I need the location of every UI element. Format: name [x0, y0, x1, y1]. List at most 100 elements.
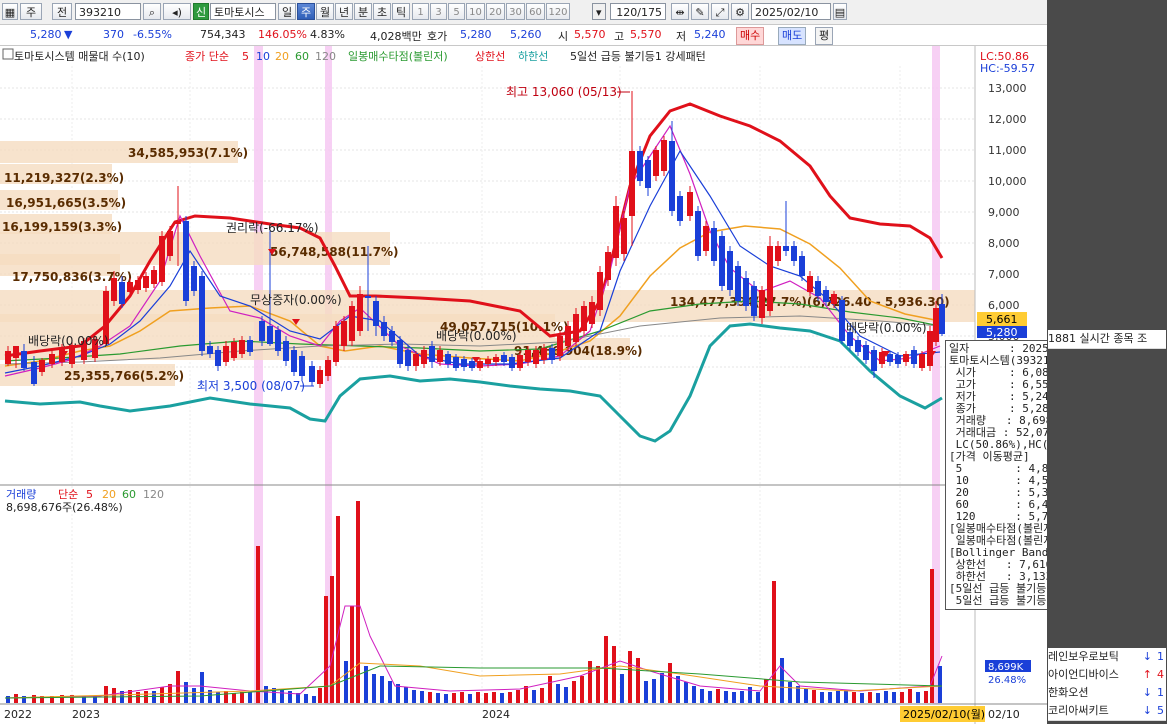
count-dropdown[interactable]: ▾	[592, 3, 606, 20]
high-price: 5,570	[630, 28, 662, 41]
realtime-stock-name: 레인보우로보틱	[1048, 650, 1119, 663]
volume-ma-120: 120	[143, 488, 164, 501]
low-label: 저	[676, 30, 687, 43]
quote-bar: 5,280 ▼ 370 -6.55% 754,343 146.05% 4.83%…	[0, 25, 1047, 46]
lc-label: LC:50.86	[980, 50, 1029, 63]
legend-title: 토마토시스템 매물대 수(10)	[14, 50, 145, 63]
annotation-low: 최저 3,500 (08/07)	[197, 379, 305, 393]
change-value: 370	[103, 28, 124, 41]
realtime-stock-count: 1	[1157, 686, 1164, 699]
arrow-down-icon: ↓	[1142, 704, 1152, 717]
current-price: 5,280	[30, 28, 62, 41]
realtime-stock-item[interactable]: 레인보우로보틱 ↓ 1	[1048, 648, 1166, 667]
volume-profile-label: 134,477,394(27.7%)(6,726.40 - 5,936.30)	[670, 295, 950, 309]
gear-icon[interactable]: ⚙	[731, 3, 749, 20]
realtime-stock-name: 코리아써키트	[1048, 704, 1109, 717]
buy-button[interactable]: 매수	[736, 27, 765, 45]
scroll-icon[interactable]: ⇹	[671, 3, 689, 20]
realtime-stock-item[interactable]: 코리아써키트 ↓ 5	[1048, 702, 1166, 721]
annotation-dividend-2: 배당락(0.00%)	[436, 329, 517, 343]
change-arrow: ▼	[64, 28, 73, 41]
code-input[interactable]: 393210	[75, 3, 141, 20]
legend-lower: 하한선	[518, 49, 548, 63]
x-label-2022: 2022	[4, 708, 32, 721]
high-label: 고	[614, 30, 625, 43]
period-button-5[interactable]: 초	[373, 3, 391, 20]
price-axis-label: 12,000	[988, 113, 1027, 126]
realtime-stock-name: 1881 실시간 종목 조	[1048, 332, 1148, 345]
realtime-stock-name: 아이언디바이스	[1048, 668, 1119, 681]
sell-button[interactable]: 매도	[778, 27, 807, 45]
legend-ma-label: 종가 단순	[185, 50, 229, 63]
period-button-1[interactable]: 주	[297, 3, 315, 20]
period-button-4[interactable]: 분	[354, 3, 372, 20]
realtime-stock-item[interactable]: 한화오션 ↓ 1	[1048, 684, 1166, 703]
chart-svg[interactable]: 13,000 12,000 11,000 10,000 9,000 8,000 7,000 6…	[0, 46, 1047, 724]
price-axis-label: 10,000	[988, 175, 1027, 188]
period-button-3[interactable]: 년	[335, 3, 353, 20]
period-button-0[interactable]: 일	[278, 3, 296, 20]
interval-button-20[interactable]: 20	[486, 3, 505, 20]
interval-button-120[interactable]: 120	[546, 3, 570, 20]
stock-name-field[interactable]: 토마토시스	[210, 3, 276, 20]
turnover-percent: 4.83%	[310, 28, 345, 41]
market-button[interactable]: 주	[20, 3, 42, 20]
annotation-dividend-3: 배당락(0.00%)	[846, 321, 927, 335]
calendar-icon[interactable]: ▤	[833, 3, 847, 20]
search-icon[interactable]: ⌕	[143, 3, 161, 20]
count-input[interactable]: 120/175	[610, 3, 666, 20]
realtime-stock-item[interactable]: 아이언디바이스 ↑ 4	[1048, 666, 1166, 685]
volume-ratio: 146.05%	[258, 28, 307, 41]
price-axis-label: 6,000	[988, 299, 1020, 312]
interval-button-30[interactable]: 30	[506, 3, 525, 20]
type-button[interactable]: 전	[52, 3, 72, 20]
draw-icon[interactable]: ✎	[691, 3, 709, 20]
period-button-6[interactable]: 틱	[392, 3, 410, 20]
info-line: [일봉매수타점(볼린저)]	[949, 522, 1067, 535]
arrow-up-icon: ↑	[1142, 668, 1152, 681]
sound-icon[interactable]: ◂)	[163, 3, 191, 20]
tool-icon[interactable]: ⤢	[711, 3, 729, 20]
low-price: 5,240	[694, 28, 726, 41]
change-percent: -6.55%	[133, 28, 172, 41]
x-label-2023: 2023	[72, 708, 100, 721]
interval-button-60[interactable]: 60	[526, 3, 545, 20]
volume-profile-label: 17,750,836(3.7%)	[12, 270, 132, 284]
volume-profile-label: 34,585,953(7.1%)	[128, 146, 248, 160]
volume-ma-60: 60	[122, 488, 136, 501]
interval-button-1[interactable]: 1	[412, 3, 429, 20]
x-cursor-label: 2025/02/10(월)	[903, 708, 985, 721]
cursor-price-tag: 5,661	[986, 313, 1018, 326]
realtime-stock-item[interactable]: 1881 실시간 종목 조	[1048, 330, 1166, 349]
annotation-high: 최고 13,060 (05/13)	[506, 85, 622, 99]
ask-price-1: 5,280	[460, 28, 492, 41]
volume-profile-label: 11,219,327(2.3%)	[4, 171, 124, 185]
legend-ma-5: 5	[242, 50, 249, 63]
ma120-line	[4, 315, 941, 365]
legend-ma-20: 20	[275, 50, 289, 63]
volume-profile-label: 16,951,665(3.5%)	[6, 196, 126, 210]
annotation-rights-drop: 권리락(-66.17%)	[226, 221, 319, 235]
trade-amount: 4,028백만	[370, 30, 422, 43]
eval-button[interactable]: 평	[815, 27, 834, 45]
open-price: 5,570	[574, 28, 606, 41]
legend-ma-60: 60	[295, 50, 309, 63]
legend-signal: 일봉매수타점(볼린저)	[348, 49, 448, 63]
date-input[interactable]: 2025/02/10	[751, 3, 831, 20]
interval-button-3[interactable]: 3	[430, 3, 447, 20]
price-axis-label: 9,000	[988, 206, 1020, 219]
last-price-tag: 5,280	[986, 326, 1018, 339]
right-panel: 1881 실시간 종목 조 레인보우로보틱 ↓ 1 아이언디바이스 ↑ 4 한화오션 ↓ 1 코리아…	[1047, 0, 1167, 724]
volume-ma-label: 단순	[58, 488, 78, 501]
interval-button-5[interactable]: 5	[448, 3, 465, 20]
volume-ma-5: 5	[86, 488, 93, 501]
period-button-2[interactable]: 월	[316, 3, 334, 20]
interval-button-10[interactable]: 10	[466, 3, 485, 20]
x-right-label: 02/10	[988, 708, 1020, 721]
grid-icon[interactable]: ▦	[2, 3, 18, 20]
annotation-dividend-1: 배당락(0.00%)	[28, 334, 109, 348]
chart-area[interactable]: 13,000 12,000 11,000 10,000 9,000 8,000 7,000 6…	[0, 46, 1047, 724]
volume-value: 754,343	[200, 28, 246, 41]
price-axis-label: 13,000	[988, 82, 1027, 95]
arrow-down-icon: ↓	[1142, 650, 1152, 663]
